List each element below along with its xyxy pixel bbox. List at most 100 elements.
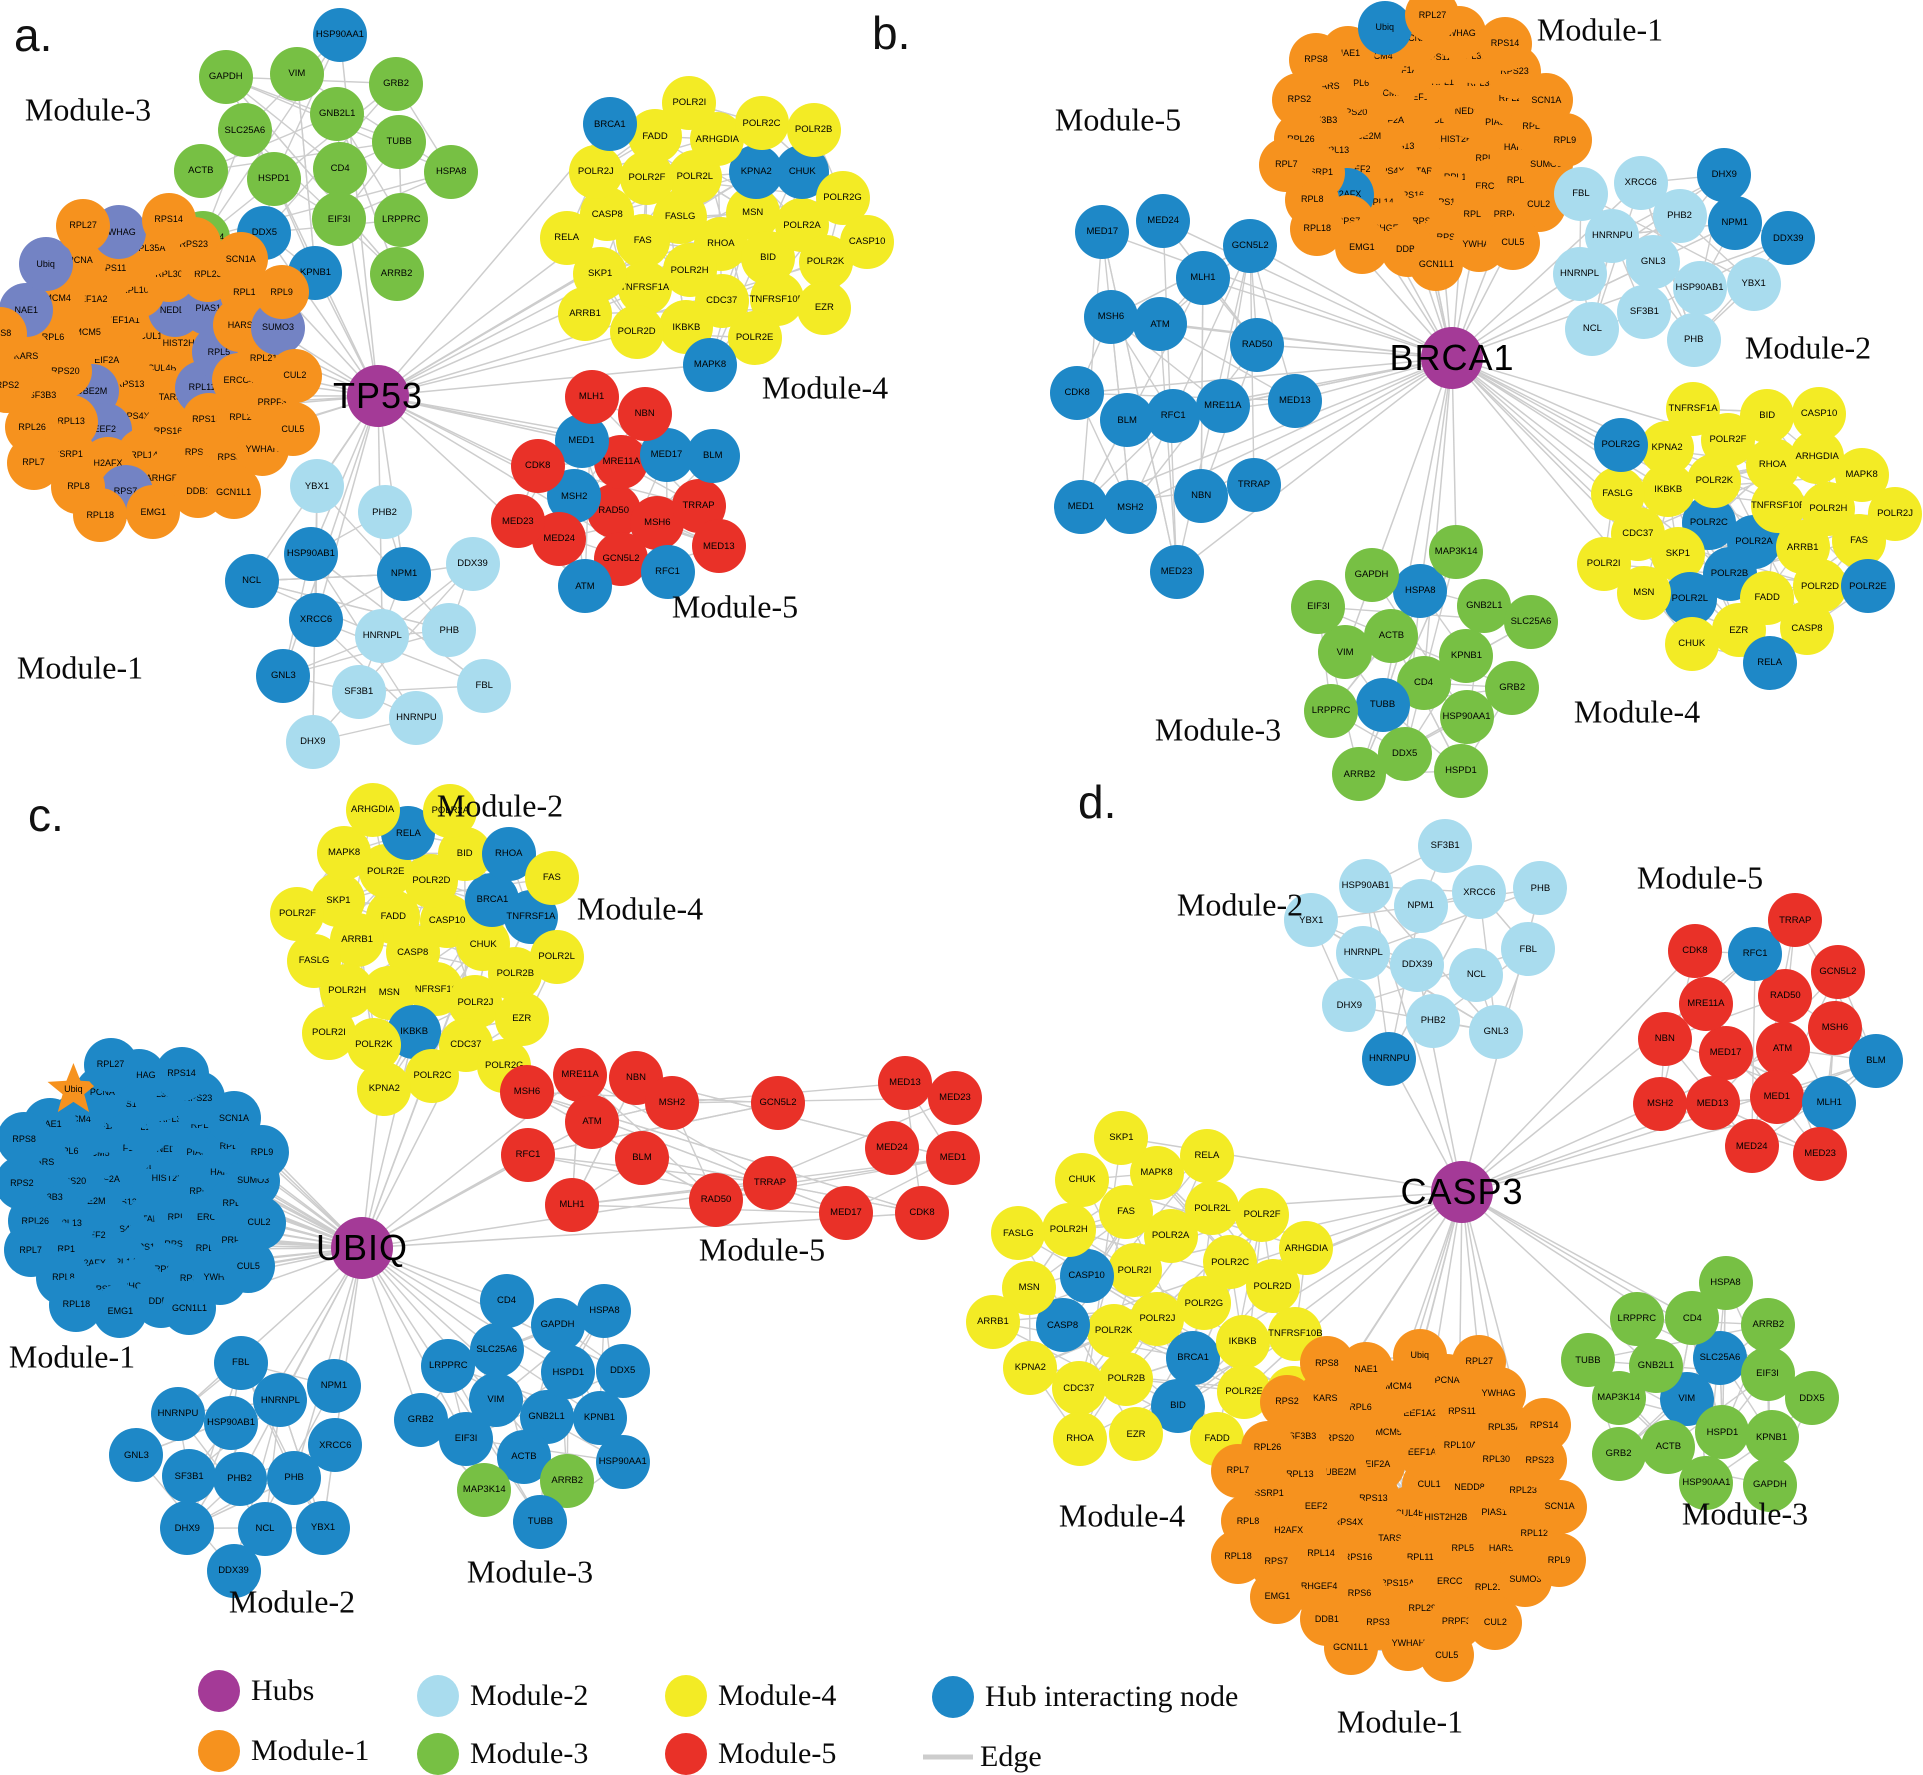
module-label-d-m5: Module-5 — [1636, 859, 1764, 896]
gene-node-ARHGDIA: ARHGDIA — [1279, 1221, 1334, 1276]
edge — [1121, 1136, 1463, 1193]
gene-node-MAPK8: MAPK8 — [683, 337, 738, 392]
gene-node-HSPD1: HSPD1 — [246, 152, 301, 207]
gene-node-GNB2L1: GNB2L1 — [1457, 578, 1512, 633]
gene-node-EZR: EZR — [494, 991, 549, 1046]
edge — [527, 1102, 779, 1156]
module-label-c-m4: Module-4 — [576, 890, 704, 927]
gene-node-YBX1: YBX1 — [1284, 893, 1339, 948]
gene-node-RPL18: RPL18 — [1210, 1529, 1265, 1584]
gene-node-SLC25A6: SLC25A6 — [217, 103, 272, 158]
gene-node-CUL2: CUL2 — [267, 348, 322, 403]
gene-node-HNRNPU: HNRNPU — [151, 1386, 205, 1441]
gene-node-MED1: MED1 — [1053, 479, 1108, 534]
gene-node-ATM: ATM — [1755, 1021, 1810, 1076]
module-label-a-m4: Module-4 — [761, 369, 889, 406]
gene-node-SKP1: SKP1 — [1094, 1110, 1149, 1165]
gene-node-RPL18: RPL18 — [73, 488, 128, 543]
gene-node-CASP10: CASP10 — [840, 215, 895, 270]
gene-node-POLR2H: POLR2H — [1041, 1202, 1096, 1257]
module-label-d-m1: Module-1 — [1336, 1703, 1464, 1740]
gene-node-CHUK: CHUK — [1664, 616, 1719, 671]
gene-node-ARHGDIA: ARHGDIA — [345, 782, 400, 837]
gene-node-EZR: EZR — [797, 281, 852, 336]
edge — [1243, 1191, 1463, 1393]
gene-node-POLR2L: POLR2L — [1662, 571, 1717, 626]
gene-node-SF3B1: SF3B1 — [1418, 818, 1473, 873]
gene-node-GNL3: GNL3 — [1469, 1004, 1524, 1059]
edge — [315, 395, 379, 621]
gene-node-FASLG: FASLG — [1590, 466, 1645, 521]
gene-node-MSH6: MSH6 — [500, 1065, 554, 1119]
gene-node-ARRB1: ARRB1 — [965, 1294, 1020, 1349]
gene-node-HNRNPL: HNRNPL — [1336, 925, 1391, 980]
gene-node-GNL3: GNL3 — [256, 648, 311, 703]
gene-node-PHB2: PHB2 — [357, 485, 412, 540]
gene-node-HSP90AB1: HSP90AB1 — [1672, 261, 1727, 316]
edge — [336, 113, 398, 275]
gene-node-HNRNPL: HNRNPL — [1552, 246, 1607, 301]
edge — [1370, 574, 1468, 717]
gene-node-NCL: NCL — [1565, 301, 1620, 356]
gene-node-SLC25A6: SLC25A6 — [1503, 595, 1558, 650]
gene-node-GCN5L2: GCN5L2 — [1223, 218, 1278, 273]
gene-node-Ubiq: Ubiq — [18, 237, 73, 292]
gene-node-TRRAP: TRRAP — [1768, 893, 1823, 948]
edge — [296, 73, 317, 274]
gene-node-LRPPRC: LRPPRC — [1609, 1291, 1664, 1346]
gene-node-MSH6: MSH6 — [1807, 1000, 1862, 1055]
gene-node-RPL27: RPL27 — [1405, 0, 1460, 43]
gene-node-BLM: BLM — [1848, 1034, 1903, 1089]
edge — [1422, 357, 1453, 683]
gene-node-HSP90AA1: HSP90AA1 — [595, 1434, 650, 1489]
gene-node-MED23: MED23 — [1793, 1127, 1848, 1182]
legend-swatch-module1 — [198, 1730, 240, 1772]
gene-node-RPL7: RPL7 — [1259, 137, 1314, 192]
gene-node-MED17: MED17 — [819, 1186, 873, 1240]
gene-node-POLR2I: POLR2I — [1576, 536, 1631, 591]
edge — [1587, 1324, 1769, 1361]
gene-node-CDK8: CDK8 — [895, 1186, 949, 1240]
gene-node-ATM: ATM — [1133, 297, 1188, 352]
gene-node-XRCC6: XRCC6 — [308, 1418, 363, 1473]
gene-node-GCN1L1: GCN1L1 — [1409, 237, 1464, 292]
gene-node-TRRAP: TRRAP — [743, 1156, 797, 1210]
gene-node-ARRB2: ARRB2 — [1741, 1297, 1796, 1352]
gene-node-LRPPRC: LRPPRC — [1304, 683, 1359, 738]
legend-swatch-module3 — [417, 1733, 459, 1775]
gene-node-DDX39: DDX39 — [206, 1544, 261, 1599]
module-label-b-m4: Module-4 — [1573, 693, 1701, 730]
edge — [361, 1247, 569, 1374]
gene-node-RAD50: RAD50 — [689, 1173, 743, 1227]
gene-node-ATM: ATM — [565, 1095, 619, 1149]
gene-node-IKBKB: IKBKB — [1215, 1314, 1270, 1369]
gene-node-FBL: FBL — [1501, 922, 1556, 977]
gene-node-BRCA1: BRCA1 — [1166, 1331, 1221, 1386]
gene-node-HSP90AB1: HSP90AB1 — [203, 1396, 258, 1451]
edge — [1078, 1211, 1127, 1389]
gene-node-XRCC6: XRCC6 — [289, 593, 344, 648]
legend-swatch-module4 — [665, 1675, 707, 1717]
gene-node-YBX1: YBX1 — [289, 459, 344, 514]
gene-node-MED1: MED1 — [1749, 1070, 1804, 1125]
module-label-c-m3: Module-3 — [466, 1553, 594, 1590]
gene-node-POLR2E: POLR2E — [1840, 559, 1895, 614]
edge — [361, 1031, 415, 1249]
gene-node-CD4: CD4 — [313, 141, 368, 196]
gene-node-FASLG: FASLG — [991, 1206, 1046, 1261]
gene-node-MED17: MED17 — [1075, 204, 1130, 259]
gene-node-MED23: MED23 — [490, 494, 545, 549]
gene-node-ACTB: ACTB — [1364, 608, 1419, 663]
edge — [1419, 357, 1453, 591]
edge — [361, 1154, 529, 1249]
gene-node-Ubiq: Ubiq — [1392, 1328, 1447, 1383]
gene-node-EZR: EZR — [1109, 1407, 1163, 1462]
edge — [1253, 357, 1453, 486]
edge — [1363, 887, 1541, 954]
gene-node-DDX5: DDX5 — [1784, 1371, 1839, 1426]
gene-node-MSH2: MSH2 — [645, 1076, 699, 1130]
gene-node-MLH1: MLH1 — [564, 370, 619, 425]
gene-node-MED13: MED13 — [1267, 373, 1322, 428]
gene-node-NBN: NBN — [1637, 1012, 1692, 1067]
gene-node-CASP10: CASP10 — [1792, 386, 1847, 441]
